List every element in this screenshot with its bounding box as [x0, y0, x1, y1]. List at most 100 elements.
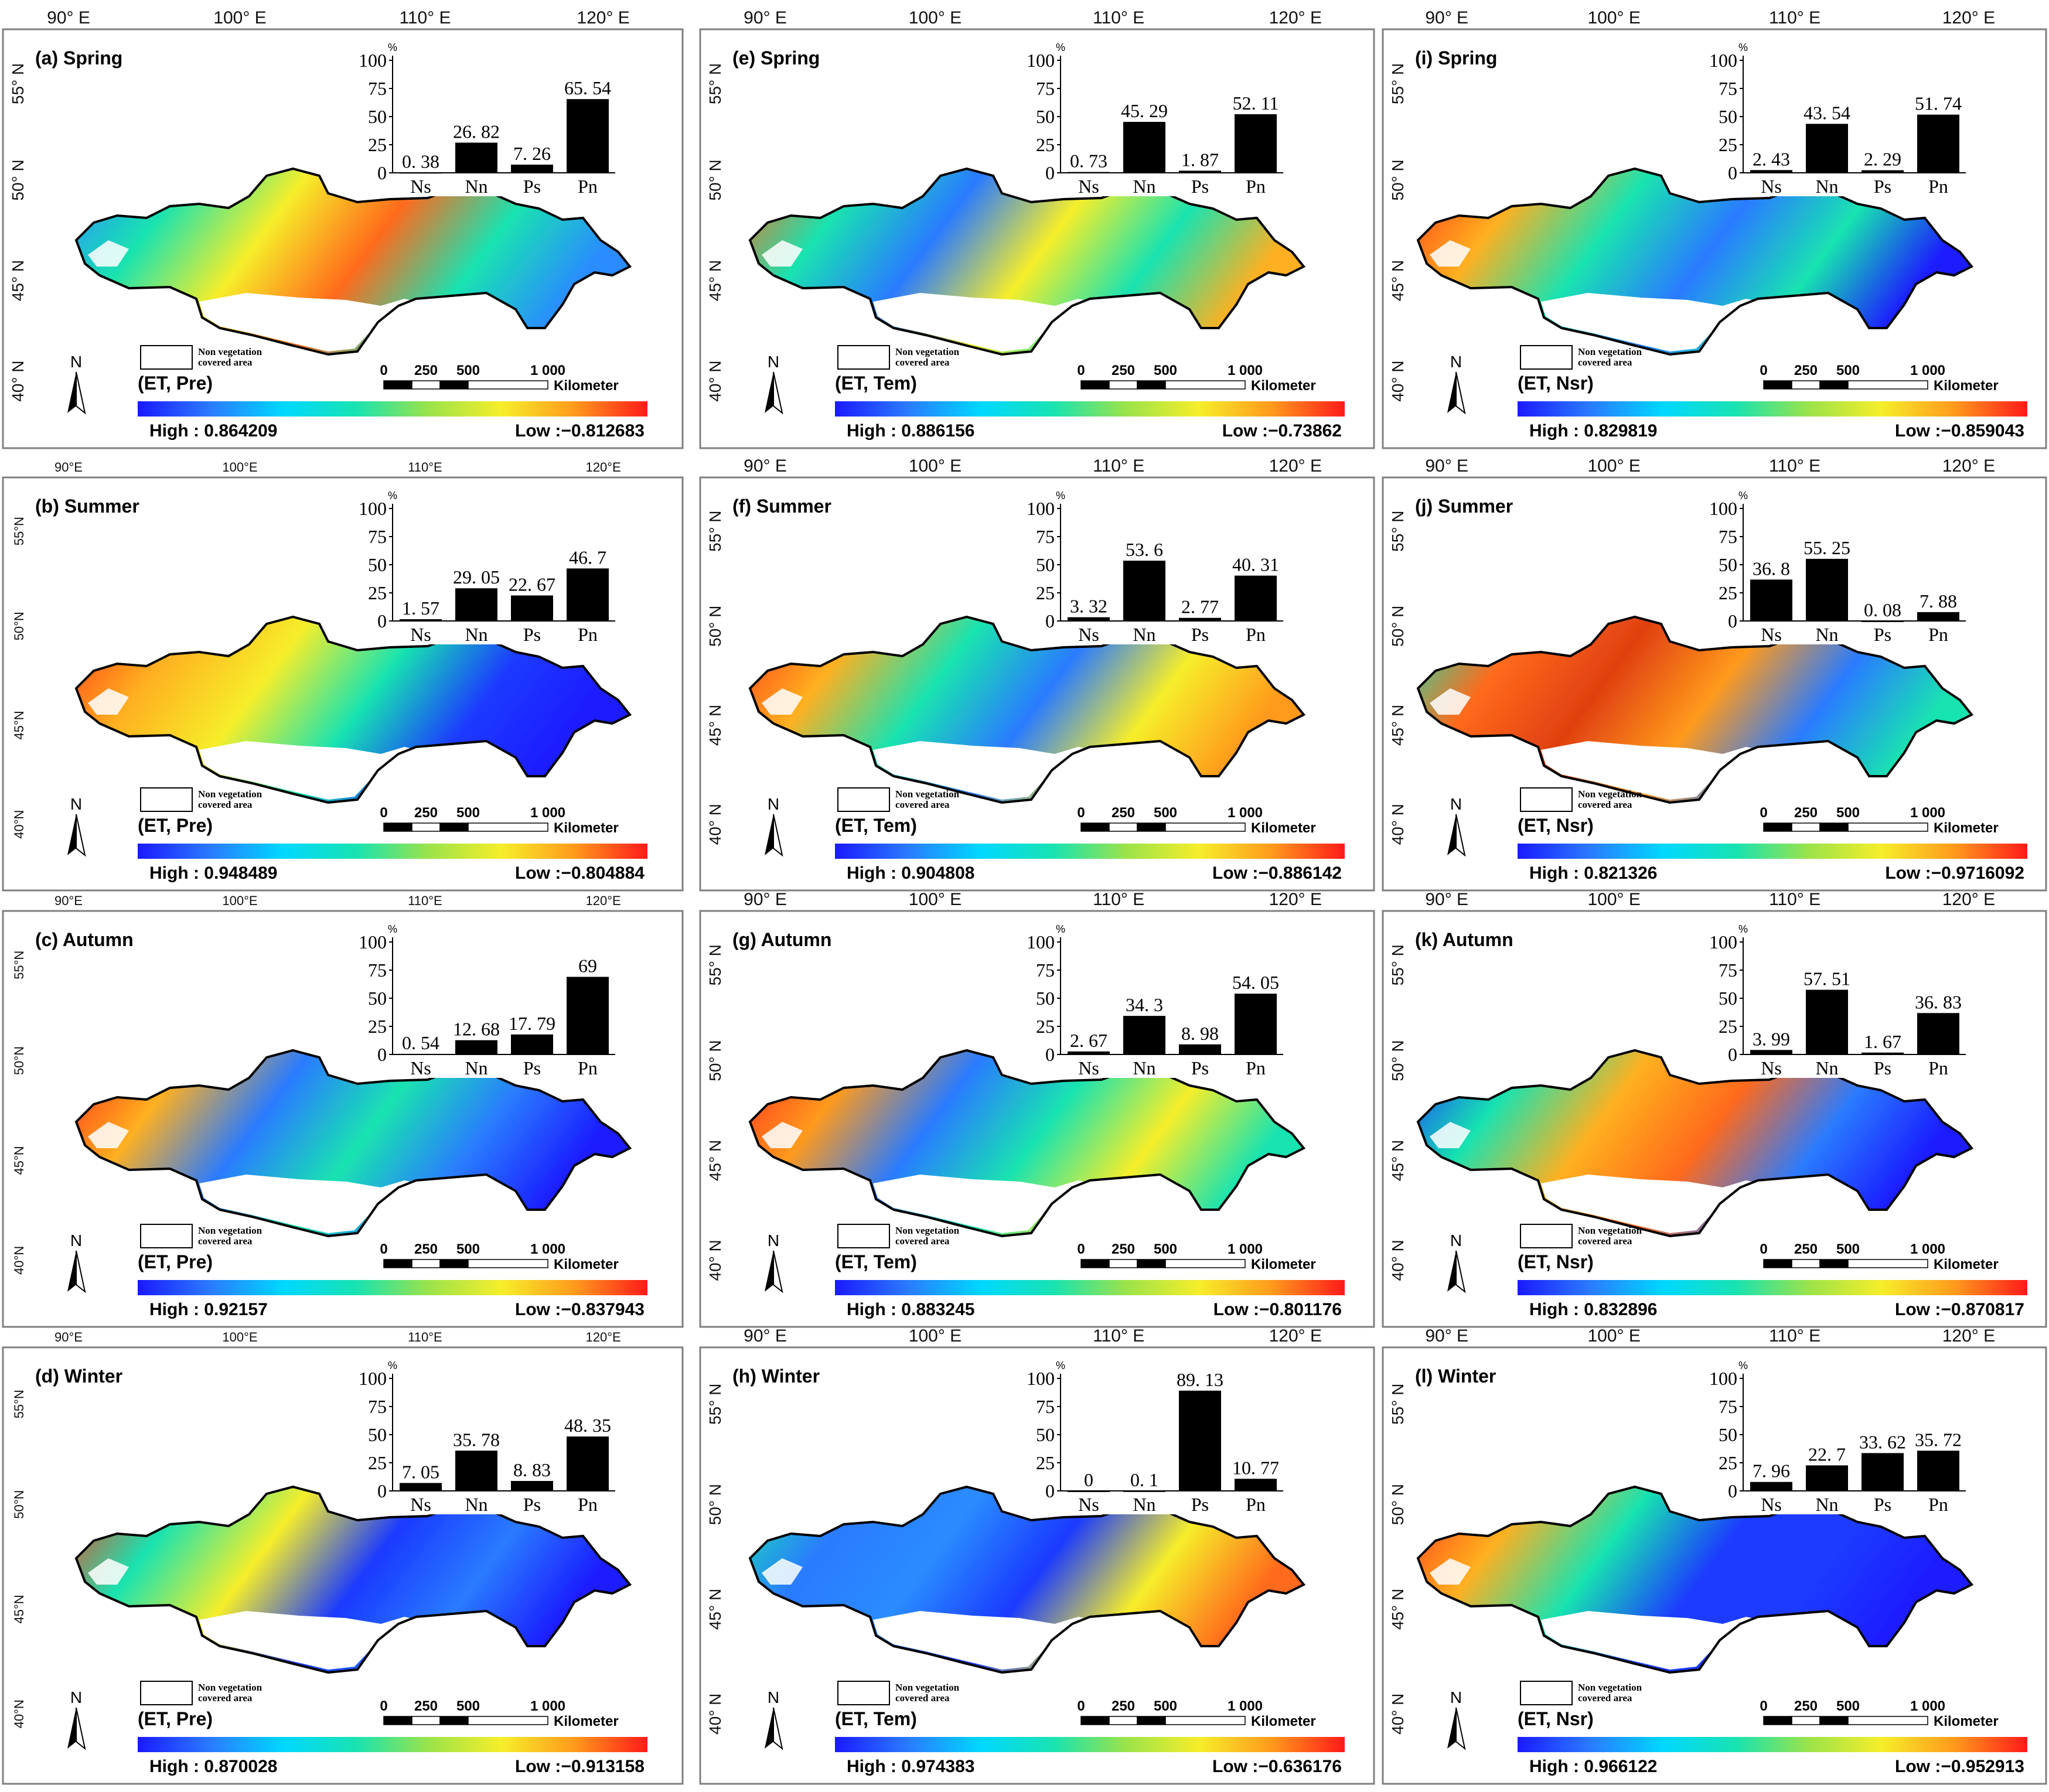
lon-tick-label: 100°E — [222, 893, 257, 908]
panel-frame — [699, 1346, 1375, 1785]
category-label: Ns — [1078, 176, 1099, 197]
lat-tick-label: 55° N — [706, 1384, 724, 1425]
bar-value-label: 0. 73 — [1070, 151, 1107, 172]
non-vegetation-swatch — [140, 345, 193, 370]
scale-bar-segment — [1137, 1259, 1166, 1268]
non-vegetation-label: covered area — [198, 357, 253, 368]
bar-Nn — [1123, 1016, 1165, 1054]
category-label: Ns — [1078, 624, 1099, 645]
colorbar — [1518, 401, 2027, 417]
panel-title: (f) Summer — [732, 496, 831, 517]
scale-tick-label: 250 — [1794, 1698, 1818, 1714]
scale-tick-label: 250 — [1112, 805, 1135, 821]
bar-Pn — [1917, 612, 1959, 621]
north-label: N — [768, 1231, 779, 1250]
scale-bar-segment — [1819, 380, 1849, 390]
y-unit-label: % — [1056, 42, 1065, 53]
y-tick-label: 25 — [1036, 582, 1055, 603]
variable-label: (ET, Nsr) — [1518, 1708, 1594, 1729]
north-arrow-icon — [765, 814, 773, 855]
colorbar-high-label: High : 0.883245 — [847, 1300, 974, 1319]
inset-bar-chart: % 0 25 50 75 100 0. 73 Ns 45. 29 Nn 1. 87 Ps 52. 11 P… — [1027, 38, 1295, 197]
scale-tick-label: 250 — [414, 1698, 438, 1714]
lat-tick-label: 50° N — [706, 1484, 724, 1525]
scale-unit-label: Kilometer — [554, 820, 619, 836]
bar-value-label: 48. 35 — [564, 1415, 611, 1436]
bar-Ps — [1179, 617, 1221, 621]
lon-tick-label: 110° E — [1769, 456, 1820, 476]
scale-bar-segment — [383, 1259, 412, 1268]
scale-bar-segment — [1080, 380, 1110, 390]
y-unit-label: % — [1056, 923, 1065, 935]
lat-tick-label: 50° N — [9, 159, 27, 200]
scale-tick-label: 500 — [456, 363, 480, 378]
lon-tick-label: 110° E — [1093, 456, 1144, 476]
y-tick-label: 0 — [1045, 162, 1055, 183]
scale-tick-label: 1 000 — [530, 1241, 565, 1257]
scale-bar-segment — [468, 1259, 548, 1268]
lon-tick-label: 120° E — [577, 8, 629, 28]
y-tick-label: 50 — [1036, 106, 1055, 127]
lat-tick-label: 50° N — [1389, 159, 1407, 200]
lon-tick-label: 100° E — [909, 1326, 962, 1346]
panel-g: 90° E 100° E 110° E 120° E 55° N 50° N 45° N 40… — [699, 890, 1375, 1328]
y-tick-label: 0 — [377, 1044, 387, 1065]
category-label: Pn — [578, 624, 598, 645]
bar-value-label: 12. 68 — [453, 1019, 500, 1040]
scale-bar-segment — [1109, 1259, 1138, 1268]
y-tick-label: 50 — [1036, 554, 1055, 575]
scale-tick-label: 500 — [1836, 1698, 1860, 1714]
inset-bar-chart: % 0 25 50 75 100 3. 32 Ns 53. 6 Nn 2. 77 Ps 40. 31 Pn — [1027, 486, 1295, 645]
scale-tick-label: 1 000 — [1228, 363, 1263, 378]
colorbar-high-label: High : 0.966122 — [1529, 1757, 1657, 1776]
colorbar-high-label: High : 0.829819 — [1529, 421, 1657, 441]
bar-Nn — [1123, 561, 1165, 621]
bar-Ns — [400, 172, 442, 174]
lon-tick-label: 90°E — [54, 893, 83, 908]
bar-Pn — [1917, 114, 1959, 173]
non-vegetation-label: Non vegetation — [198, 789, 262, 800]
panel-title: (e) Spring — [732, 47, 820, 69]
north-arrow-icon — [76, 814, 86, 857]
scale-tick-label: 500 — [456, 1698, 480, 1714]
category-label: Ps — [1191, 1494, 1209, 1515]
lat-tick-label: 55°N — [12, 1390, 26, 1418]
variable-label: (ET, Pre) — [138, 373, 213, 394]
panel-e: 90° E 100° E 110° E 120° E 55° N 50° N 45° N 40… — [699, 8, 1375, 449]
inset-bar-chart: % 0 25 50 75 100 0 Ns 0. 1 Nn 89. 13 Ps 10. 77 Pn — [1027, 1356, 1295, 1515]
y-tick-label: 0 — [1728, 1044, 1737, 1065]
y-tick-label: 100 — [1709, 50, 1737, 71]
panel-title: (d) Winter — [35, 1366, 122, 1387]
category-label: Nn — [465, 176, 487, 197]
north-label: N — [1450, 1231, 1462, 1250]
category-label: Ns — [410, 624, 431, 645]
scale-bar-segment — [1165, 380, 1246, 390]
country-outline — [1416, 1485, 1974, 1674]
lon-tick-label: 120° E — [1269, 890, 1322, 909]
y-tick-label: 0 — [377, 610, 387, 632]
bar-value-label: 36. 83 — [1915, 991, 1962, 1012]
lat-tick-label: 40°N — [12, 1699, 26, 1728]
lon-tick-label: 90° E — [744, 890, 787, 909]
bar-Pn — [1235, 1479, 1277, 1491]
scale-unit-label: Kilometer — [1251, 1257, 1316, 1272]
bar-Nn — [455, 1450, 497, 1491]
bar-Nn — [455, 1040, 497, 1054]
non-vegetation-label: covered area — [1578, 1692, 1632, 1704]
bar-value-label: 46. 7 — [569, 547, 606, 568]
category-label: Ns — [1078, 1057, 1099, 1078]
bar-value-label: 89. 13 — [1177, 1369, 1223, 1390]
bar-value-label: 22. 7 — [1808, 1443, 1846, 1465]
scale-tick-label: 1 000 — [1228, 1698, 1263, 1714]
lat-tick-label: 55° N — [1389, 510, 1407, 551]
non-vegetation-area — [1541, 741, 1770, 800]
country-outline — [1416, 615, 1974, 804]
lat-tick-label: 50° N — [706, 606, 724, 647]
lon-tick-label: 100° E — [213, 8, 266, 28]
scale-bar-segment — [1819, 1259, 1849, 1268]
country-outline — [1416, 1049, 1974, 1238]
panel-j: 90° E 100° E 110° E 120° E 55° N 50° N 45° N 40… — [1382, 456, 2047, 892]
lat-tick-label: 45° N — [1389, 1589, 1407, 1630]
map-l — [1416, 1485, 1974, 1674]
scale-tick-label: 500 — [456, 805, 480, 821]
